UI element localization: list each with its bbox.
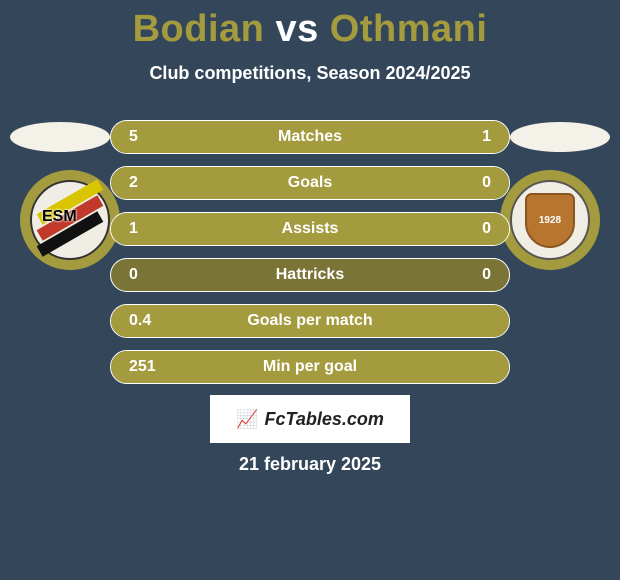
stat-rows: 51Matches 20Goals 10Assists 00Hattricks 0.4G… — [110, 120, 510, 396]
player2-name: Othmani — [330, 8, 488, 50]
stat-label: Assists — [111, 220, 509, 238]
stat-row: 251Min per goal — [110, 350, 510, 384]
stat-label: Min per goal — [111, 358, 509, 376]
team1-badge-ring: ESM — [20, 170, 120, 270]
vs-separator: vs — [275, 8, 318, 50]
stat-label: Goals per match — [111, 312, 509, 330]
page-title: Bodian vs Othmani — [0, 0, 620, 51]
stat-row: 20Goals — [110, 166, 510, 200]
player1-name: Bodian — [133, 8, 265, 50]
stat-row: 0.4Goals per match — [110, 304, 510, 338]
date: 21 february 2025 — [0, 454, 620, 475]
stat-row: 00Hattricks — [110, 258, 510, 292]
stat-row: 10Assists — [110, 212, 510, 246]
stat-label: Hattricks — [111, 266, 509, 284]
subtitle: Club competitions, Season 2024/2025 — [0, 63, 620, 84]
team2-badge-ring: 1928 — [500, 170, 600, 270]
team1-abbrev: ESM — [42, 208, 77, 226]
stat-label: Goals — [111, 174, 509, 192]
flag-left — [10, 122, 110, 152]
team2-crest: 1928 — [510, 180, 590, 260]
watermark[interactable]: 📈 FcTables.com — [210, 395, 410, 443]
watermark-text: FcTables.com — [265, 409, 384, 430]
team2-year: 1928 — [525, 193, 575, 248]
stat-row: 51Matches — [110, 120, 510, 154]
chart-icon: 📈 — [236, 409, 258, 430]
comparison-card: Bodian vs Othmani Club competitions, Sea… — [0, 0, 620, 580]
flag-right — [510, 122, 610, 152]
team1-crest: ESM — [30, 180, 110, 260]
stat-label: Matches — [111, 128, 509, 146]
